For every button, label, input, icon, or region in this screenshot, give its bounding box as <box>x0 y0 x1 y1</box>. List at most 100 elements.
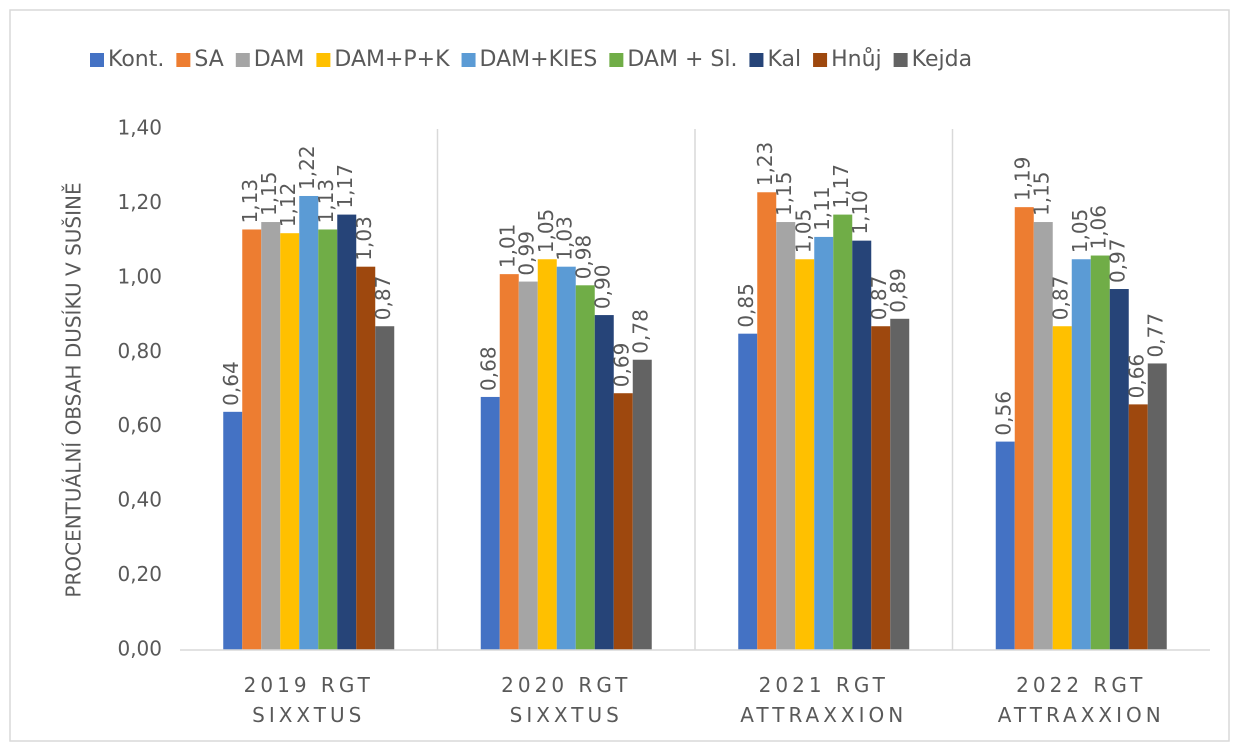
data-label: 0,87 <box>371 276 395 321</box>
data-label: 0,87 <box>867 276 891 321</box>
bar <box>852 240 872 650</box>
bar <box>890 318 910 650</box>
bar <box>242 229 262 650</box>
legend-label: Hnůj <box>831 47 882 72</box>
data-label: 0,64 <box>219 361 243 406</box>
bar <box>261 222 281 651</box>
data-label: 0,98 <box>572 235 596 280</box>
data-label: 0,89 <box>886 268 910 313</box>
bar <box>480 396 500 650</box>
y-tick-label: 0,40 <box>117 488 162 512</box>
y-tick-label: 1,20 <box>117 190 162 214</box>
bar <box>1014 207 1034 650</box>
bar <box>1109 289 1129 650</box>
bar <box>299 195 319 650</box>
data-label: 0,99 <box>515 231 539 276</box>
bar <box>223 411 243 650</box>
data-label: 0,87 <box>1049 276 1073 321</box>
bar <box>1128 404 1148 650</box>
bar <box>575 285 595 650</box>
x-tick-label: 2022 RGT ATTRAXXION <box>997 673 1165 727</box>
bar <box>499 274 519 650</box>
data-label: 1,01 <box>496 224 520 269</box>
bar <box>594 315 614 650</box>
data-label: 1,12 <box>276 183 300 228</box>
bar <box>757 192 777 650</box>
data-label: 0,85 <box>734 283 758 328</box>
data-label: 1,05 <box>534 209 558 254</box>
legend-swatch <box>316 53 331 67</box>
bar <box>776 222 796 651</box>
bar <box>1090 255 1110 650</box>
legend-swatch <box>176 53 191 67</box>
data-label: 1,15 <box>257 172 281 217</box>
chart-frame <box>9 9 1230 742</box>
bar <box>556 266 576 650</box>
bar <box>1147 363 1167 650</box>
bar <box>375 326 395 650</box>
bar <box>833 214 853 651</box>
data-label: 0,56 <box>992 391 1016 436</box>
data-label: 1,03 <box>553 216 577 261</box>
data-label: 0,68 <box>477 346 501 391</box>
data-label: 1,22 <box>295 145 319 190</box>
legend-swatch <box>609 53 624 67</box>
legend-label: DAM+P+K <box>334 47 450 72</box>
legend-swatch <box>893 53 908 67</box>
legend-label: Kal <box>767 47 801 72</box>
x-tick-label: 2021 RGT ATTRAXXION <box>740 673 908 727</box>
data-label: 1,06 <box>1087 205 1111 250</box>
data-label: 1,11 <box>810 186 834 231</box>
data-label: 1,23 <box>753 142 777 187</box>
y-tick-label: 0,60 <box>117 413 162 437</box>
data-label: 1,17 <box>333 164 357 209</box>
bar <box>518 281 538 650</box>
bar <box>814 236 834 650</box>
bar <box>613 393 633 650</box>
x-tick-label: 2020 RGT SIXXTUS <box>501 673 632 727</box>
data-label: 1,15 <box>772 172 796 217</box>
data-label: 1,05 <box>791 209 815 254</box>
legend-label: Kont. <box>108 47 164 72</box>
data-label: 1,17 <box>829 164 853 209</box>
legend-swatch <box>235 53 250 67</box>
legend-label: DAM+KIES <box>480 47 598 72</box>
bar <box>871 326 891 650</box>
bar <box>1071 259 1091 650</box>
data-label: 1,10 <box>848 190 872 235</box>
bar <box>632 359 652 650</box>
bar <box>738 333 758 650</box>
data-label: 1,03 <box>352 216 376 261</box>
data-label: 0,77 <box>1144 313 1168 358</box>
y-tick-label: 0,20 <box>117 562 162 586</box>
y-tick-label: 0,80 <box>117 339 162 363</box>
legend-label: DAM <box>254 47 305 72</box>
legend-swatch <box>749 53 764 67</box>
legend-label: SA <box>194 47 223 72</box>
legend-swatch <box>461 53 476 67</box>
y-axis-title: PROCENTUÁLNÍ OBSAH DUSÍKU V SUŠINĚ <box>62 182 86 597</box>
bar <box>1033 222 1053 651</box>
bar <box>337 214 357 651</box>
data-label: 1,19 <box>1011 157 1035 202</box>
bar <box>1052 326 1072 650</box>
bar <box>318 229 338 650</box>
x-tick-label: 2019 RGT SIXXTUS <box>243 673 374 727</box>
data-label: 0,97 <box>1106 238 1130 283</box>
data-label: 1,13 <box>314 179 338 224</box>
bar <box>995 441 1015 650</box>
data-label: 0,66 <box>1125 354 1149 399</box>
legend-swatch <box>813 53 828 67</box>
y-tick-label: 0,00 <box>117 637 162 661</box>
data-label: 0,90 <box>591 265 615 310</box>
bar <box>280 233 300 650</box>
bar <box>537 259 557 650</box>
legend-label: DAM + Sl. <box>627 47 737 72</box>
legend-swatch <box>90 53 104 67</box>
bar <box>356 266 376 650</box>
y-tick-label: 1,00 <box>117 264 162 288</box>
data-label: 1,13 <box>238 179 262 224</box>
data-label: 0,69 <box>610 343 634 388</box>
